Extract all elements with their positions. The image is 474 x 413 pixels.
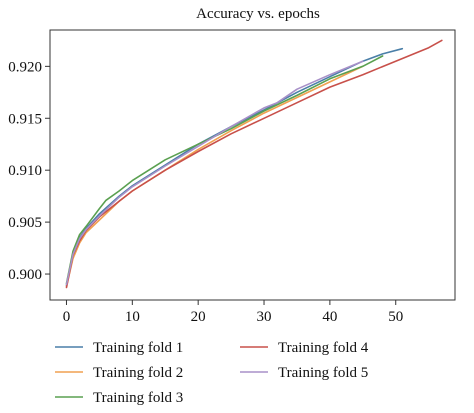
y-tick-label: 0.900 [8, 267, 42, 283]
legend-label-fold-5: Training fold 5 [278, 365, 368, 381]
x-tick-label: 10 [125, 309, 140, 325]
y-tick-label: 0.905 [8, 215, 42, 231]
x-tick-label: 30 [257, 309, 272, 325]
legend: Training fold 1 Training fold 2 Training f… [55, 340, 369, 406]
legend-label-fold-2: Training fold 2 [93, 365, 183, 381]
series-layer [65, 39, 443, 289]
legend-label-fold-3: Training fold 3 [93, 390, 183, 406]
plot-frame [49, 29, 456, 301]
series-line-fold-5 [65, 60, 364, 286]
y-tick-label: 0.910 [8, 163, 42, 179]
y-tick-label: 0.920 [8, 59, 42, 75]
axis-layer: 0 10 20 30 40 50 0.900 0.905 0.910 0.915 0.920 [8, 59, 403, 325]
x-tick-label: 20 [191, 309, 206, 325]
series-line-fold-2 [65, 65, 364, 288]
legend-label-fold-4: Training fold 4 [278, 340, 369, 356]
chart-title: Accuracy vs. epochs [196, 6, 320, 22]
series-line-fold-4 [65, 39, 443, 289]
x-tick-label: 50 [388, 309, 403, 325]
x-tick-label: 0 [63, 309, 71, 325]
x-tick-label: 40 [322, 309, 337, 325]
series-line-fold-1 [65, 47, 404, 287]
legend-label-fold-1: Training fold 1 [93, 340, 183, 356]
series-line-fold-3 [65, 55, 384, 285]
y-tick-label: 0.915 [8, 111, 42, 127]
